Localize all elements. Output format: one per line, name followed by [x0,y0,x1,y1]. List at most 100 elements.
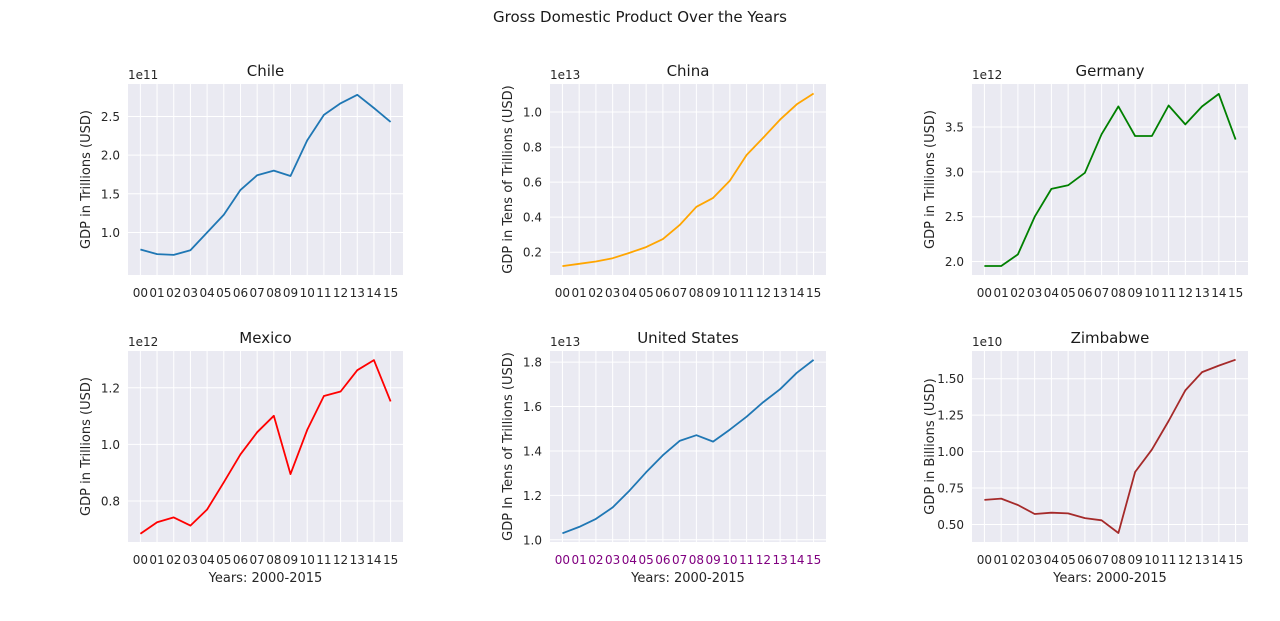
data-point [594,517,598,521]
x-tick-label: 05 [1060,286,1075,300]
x-tick-label: 13 [350,553,365,567]
chart-panel-germany: 00 01 02 03 04 05 06 07 08 09 10 11 12 13 14 15 2.0 2.5 3.… [923,62,1248,300]
x-tick-label: 06 [1077,286,1092,300]
data-point [138,532,142,536]
data-point [1217,92,1221,96]
x-tick-label: 03 [183,553,198,567]
x-tick-label: 11 [1161,286,1176,300]
x-tick-label: 00 [133,553,148,567]
data-point [188,523,192,527]
y-tick-label: 1.50 [937,372,964,386]
x-tick-label: 15 [383,553,398,567]
x-tick-label: 11 [316,286,331,300]
data-point [388,399,392,403]
data-point [372,106,376,110]
x-tick-label: 01 [572,286,587,300]
data-point [694,205,698,209]
data-point [1083,171,1087,175]
y-tick-label: 1.6 [523,400,542,414]
x-tick-label: 07 [1094,553,1109,567]
x-tick-label: 02 [1010,553,1025,567]
data-point [1150,134,1154,138]
y-tick-label: 3.5 [945,121,964,135]
plot-area [128,84,403,275]
data-point [728,427,732,431]
data-point [1183,388,1187,392]
data-point [1200,370,1204,374]
y-axis-label: GDP in Trillions (USD) [923,110,938,249]
x-tick-label: 05 [1060,553,1075,567]
x-tick-label: 05 [638,553,653,567]
x-axis-label: Years: 2000-2015 [1052,571,1167,586]
y-tick-label: 1.0 [101,226,120,240]
x-axis-label: Years: 2000-2015 [208,571,323,586]
axis-multiplier-label: 1e12 [972,68,1002,82]
y-tick-label: 3.0 [945,165,964,179]
y-tick-label: 0.8 [523,141,542,155]
y-axis-label: GDP in Trillions (USD) [79,110,94,249]
chart-panel-china: 00 01 02 03 04 05 06 07 08 09 10 11 12 13 14 15 0.2 0.4 0.… [501,62,826,300]
data-point [795,371,799,375]
data-point [594,259,598,263]
data-point [677,439,681,443]
x-tick-label: 02 [588,286,603,300]
axis-multiplier-label: 1e10 [972,335,1002,349]
data-point [982,264,986,268]
x-tick-label: 12 [756,553,771,567]
data-point [1116,104,1120,108]
y-tick-label: 1.2 [101,381,120,395]
x-tick-label: 00 [977,553,992,567]
x-tick-label: 11 [316,553,331,567]
x-tick-label: 03 [605,286,620,300]
x-tick-label: 10 [722,553,737,567]
x-tick-label: 06 [655,286,670,300]
data-point [728,178,732,182]
data-point [577,262,581,266]
data-point [155,520,159,524]
data-point [155,252,159,256]
data-point [661,453,665,457]
y-tick-label: 0.6 [523,176,542,190]
x-tick-label: 09 [283,553,298,567]
data-point [795,102,799,106]
y-tick-label: 1.2 [523,489,542,503]
x-tick-label: 04 [199,553,214,567]
x-tick-label: 14 [789,286,804,300]
x-tick-label: 13 [1194,286,1209,300]
x-tick-label: 07 [672,553,687,567]
data-point [1217,363,1221,367]
data-point [1150,447,1154,451]
data-point [711,196,715,200]
x-tick-label: 04 [622,286,637,300]
chart-panel-united-states: 00 01 02 03 04 05 06 07 08 09 10 11 12 13 14 15 1.0 1.2 1.… [501,329,826,586]
data-point [205,507,209,511]
series-line-zimbabwe [984,358,1236,534]
x-tick-label: 06 [233,553,248,567]
data-point [1066,183,1070,187]
x-tick-label: 15 [383,286,398,300]
data-point [811,358,815,362]
chart-title: Mexico [239,329,291,347]
x-tick-label: 13 [1194,553,1209,567]
x-tick-label: 09 [705,553,720,567]
x-tick-label: 11 [739,286,754,300]
y-axis-label: GDP in Billions (USD) [923,378,938,514]
data-point [1016,252,1020,256]
x-tick-label: 03 [183,286,198,300]
data-point [627,251,631,255]
data-point [1200,104,1204,108]
data-point [238,188,242,192]
x-tick-label: 08 [1111,553,1126,567]
data-point [222,480,226,484]
data-point [238,452,242,456]
data-point [1049,510,1053,514]
x-tick-label: 15 [1228,286,1243,300]
axis-multiplier-label: 1e12 [128,335,158,349]
data-point [288,472,292,476]
x-tick-label: 06 [1077,553,1092,567]
data-point [355,368,359,372]
x-tick-label: 10 [1144,286,1159,300]
x-tick-label: 08 [689,553,704,567]
data-point [1133,470,1137,474]
